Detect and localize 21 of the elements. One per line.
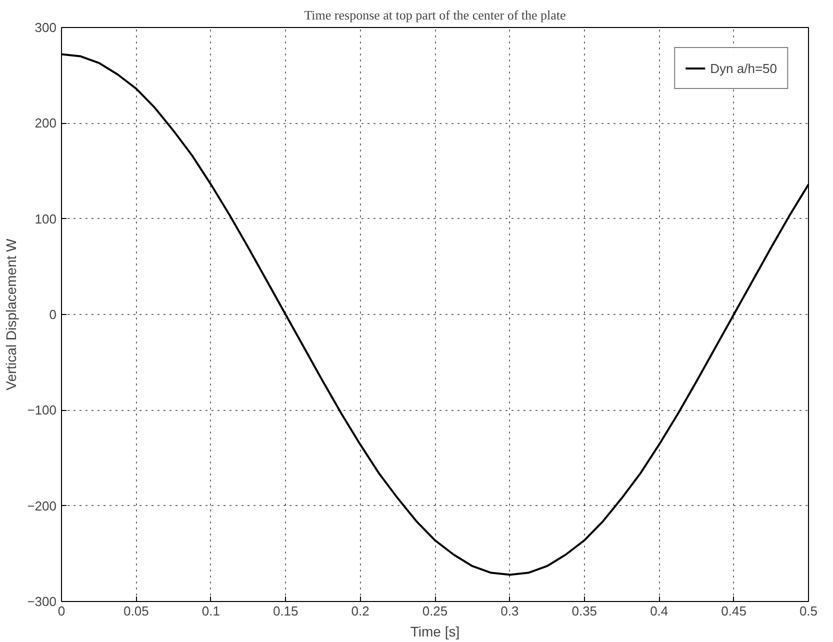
y-tick-label: 0 [49, 307, 57, 322]
x-tick-label: 0.25 [422, 604, 448, 618]
x-tick-label: 0.3 [500, 604, 519, 618]
x-tick-label: 0.2 [351, 604, 370, 618]
x-tick-label: 0.05 [124, 604, 149, 618]
chart-title: Time response at top part of the center of the plate [304, 8, 566, 22]
x-tick-label: 0.35 [572, 604, 598, 618]
y-axis-title: Vertical Displacement W [3, 238, 20, 390]
x-tick-label: 0.45 [721, 604, 746, 618]
y-tick-label: −200 [27, 498, 57, 514]
y-tick-label: 200 [34, 116, 57, 131]
x-axis-title: Time [s] [410, 624, 460, 640]
x-tick-label: 0.4 [650, 604, 668, 618]
x-tick-label: 0.1 [202, 604, 220, 618]
x-tick-label: 0.5 [799, 604, 818, 618]
y-tick-label: 100 [34, 211, 57, 226]
y-tick-label: −300 [27, 594, 57, 609]
legend-label: Dyn a/h=50 [710, 60, 777, 76]
y-tick-label: −100 [27, 402, 57, 418]
y-tick-label: 300 [34, 20, 57, 35]
x-tick-label: 0.15 [272, 604, 298, 618]
